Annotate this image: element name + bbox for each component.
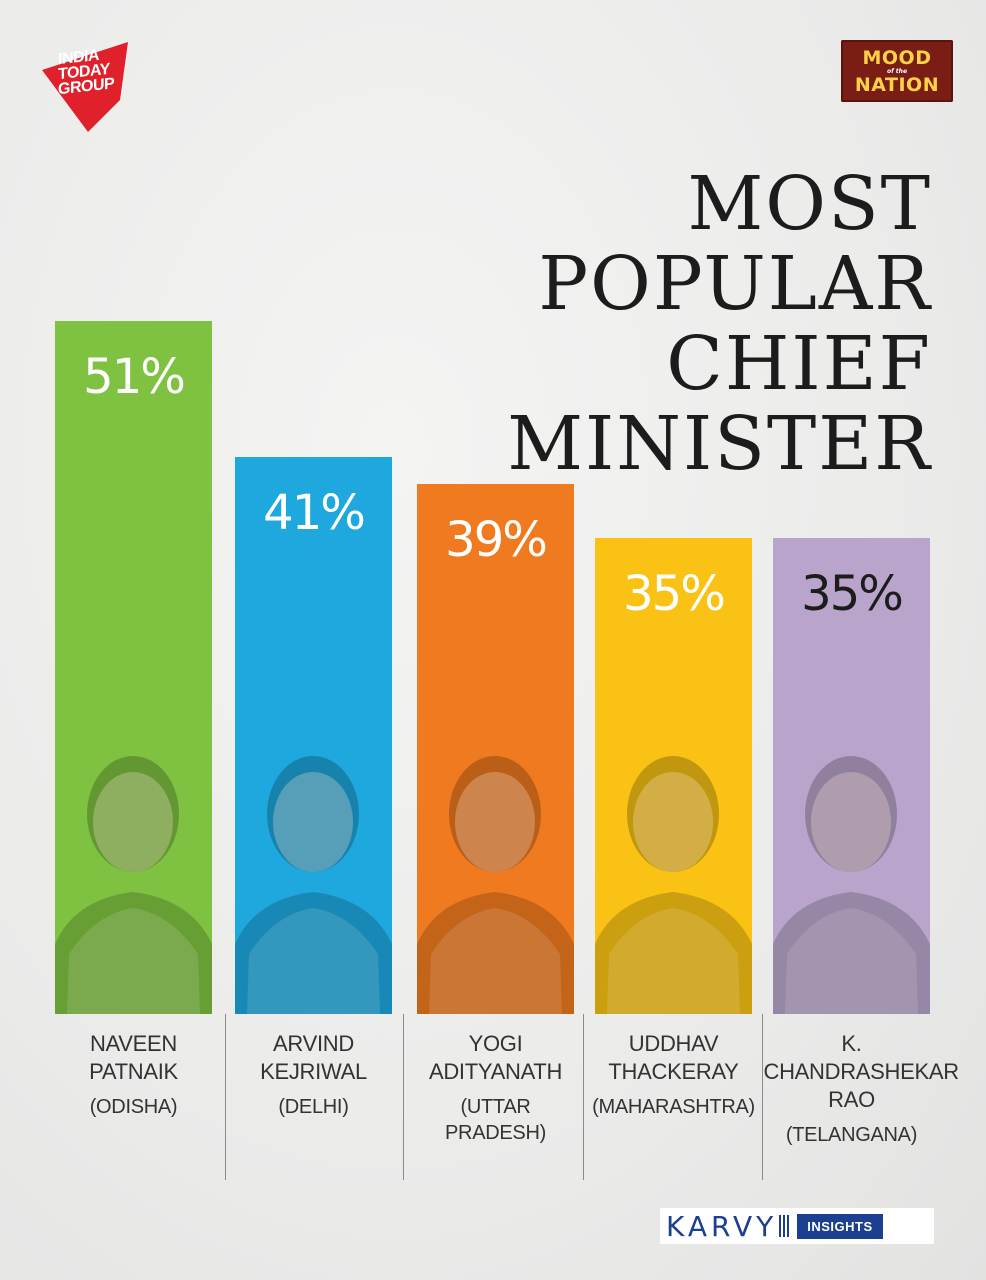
name-line: THACKERAY [608, 1059, 739, 1084]
karvy-bars-icon [779, 1215, 790, 1237]
bar-3: 35% [595, 538, 752, 1014]
bar-label-1: ARVIND KEJRIWAL (DELHI) [226, 1030, 402, 1120]
name-line: PATNAIK [89, 1059, 178, 1084]
state-name: (TELANGANA) [764, 1122, 940, 1148]
state-name: (MAHARASHTRA) [586, 1094, 762, 1120]
state-line: (DELHI) [278, 1096, 349, 1118]
name-line: CHANDRASHEKAR [763, 1059, 960, 1084]
chief-minister-name: NAVEEN PATNAIK [46, 1030, 222, 1086]
column-divider [583, 1014, 584, 1180]
name-line: K. [841, 1031, 862, 1056]
title-line-3: CHIEF [666, 321, 932, 407]
title-line-1: MOST [687, 161, 932, 247]
state-line: PRADESH) [445, 1122, 546, 1144]
column-divider [762, 1014, 763, 1180]
column-divider [403, 1014, 404, 1180]
name-line: ADITYANATH [428, 1059, 563, 1084]
badge-top-text: MOOD [862, 47, 932, 69]
bar-value-label: 41% [263, 485, 366, 541]
column-divider [225, 1014, 226, 1180]
state-name: (DELHI) [226, 1094, 402, 1120]
chief-minister-name: ARVIND KEJRIWAL [226, 1030, 402, 1086]
state-line: (UTTAR [460, 1096, 531, 1118]
bar-0: 51% [55, 321, 212, 1014]
naveen-patnaik-photo [55, 694, 212, 1014]
bar-label-4: K. CHANDRASHEKAR RAO (TELANGANA) [763, 1030, 960, 1148]
k-chandrashekar-rao-photo [773, 694, 930, 1014]
bar-value-label: 35% [623, 566, 726, 622]
badge-mid-text: of the [886, 68, 908, 75]
title-line-2: POPULAR [538, 241, 932, 327]
bar-label-0: NAVEEN PATNAIK (ODISHA) [46, 1030, 222, 1120]
karvy-insights-tag: INSIGHTS [797, 1213, 883, 1239]
state-line: (MAHARASHTRA) [592, 1096, 755, 1118]
name-line: UDDHAV [628, 1031, 719, 1056]
karvy-wordmark: KARVY [666, 1209, 778, 1243]
name-line: KEJRIWAL [260, 1059, 367, 1084]
state-name: (ODISHA) [46, 1094, 222, 1120]
bar-label-3: UDDHAV THACKERAY (MAHARASHTRA) [586, 1030, 762, 1120]
mood-of-the-nation-badge: MOOD of the NATION [841, 40, 953, 102]
bar-label-2: YOGI ADITYANATH (UTTAR PRADESH) [408, 1030, 584, 1146]
name-line: YOGI [468, 1031, 523, 1056]
chief-minister-name: YOGI ADITYANATH [408, 1030, 584, 1086]
arvind-kejriwal-photo [235, 694, 392, 1014]
bar-4: 35% [773, 538, 930, 1014]
bar-value-label: 51% [83, 349, 186, 405]
state-name: (UTTAR PRADESH) [408, 1094, 584, 1146]
india-today-group-logo [36, 40, 136, 134]
uddhav-thackeray-photo [595, 694, 752, 1014]
state-line: (TELANGANA) [785, 1124, 918, 1146]
bar-value-label: 39% [445, 512, 548, 568]
karvy-insights-logo: KARVY INSIGHTS [660, 1208, 934, 1244]
bar-value-label: 35% [801, 566, 904, 622]
chart-title: MOST POPULAR CHIEF MINISTER [412, 164, 932, 484]
name-line: RAO [828, 1087, 875, 1112]
chief-minister-name: UDDHAV THACKERAY [586, 1030, 762, 1086]
bar-1: 41% [235, 457, 392, 1014]
state-line: (ODISHA) [89, 1096, 178, 1118]
yogi-adityanath-photo [417, 694, 574, 1014]
badge-bottom-text: NATION [854, 74, 940, 96]
name-line: ARVIND [273, 1031, 354, 1056]
title-line-4: MINISTER [507, 401, 932, 487]
india-today-logo-text: INDIA TODAY GROUP [58, 44, 138, 98]
chief-minister-name: K. CHANDRASHEKAR RAO [763, 1030, 960, 1114]
bar-2: 39% [417, 484, 574, 1014]
name-line: NAVEEN [89, 1031, 178, 1056]
